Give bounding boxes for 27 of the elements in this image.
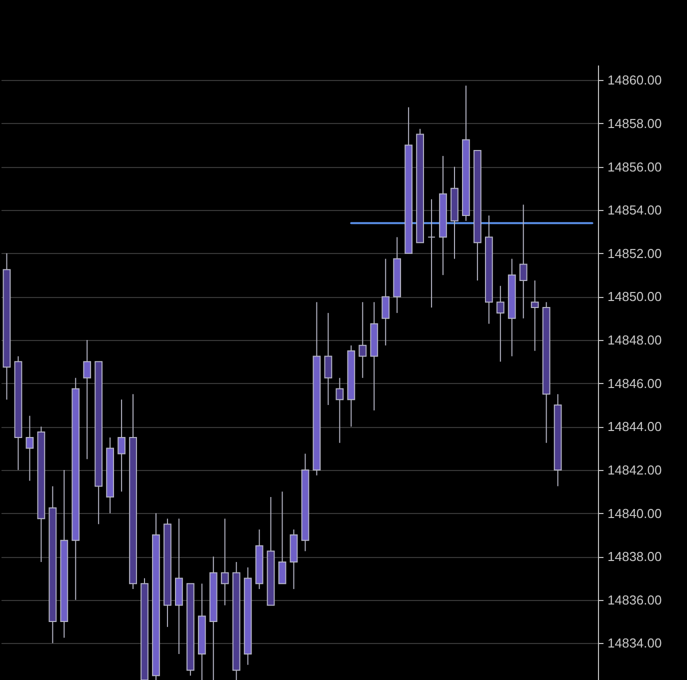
y-tick-label: 14842.00 <box>608 462 662 478</box>
candlestick <box>83 340 92 460</box>
y-tick-label: 14844.00 <box>608 419 662 434</box>
y-tick-label: 14850.00 <box>608 289 662 304</box>
candlestick <box>26 415 34 482</box>
candlestick <box>336 377 344 444</box>
y-tick-label: 14840.00 <box>608 506 662 521</box>
y-tick-label: 14856.00 <box>608 159 662 174</box>
y-tick-label: 14860.00 <box>608 72 662 88</box>
candlestick <box>496 285 504 362</box>
y-tick-label: 14838.00 <box>608 549 662 564</box>
y-tick-label: 14836.00 <box>608 592 662 608</box>
y-tick-label: 14852.00 <box>608 246 662 261</box>
candlestick <box>220 518 229 606</box>
candlestick <box>382 258 390 346</box>
y-tick-label: 14834.00 <box>608 636 662 651</box>
candlestick <box>118 399 126 492</box>
y-tick-label: 14848.00 <box>608 332 662 348</box>
candlestick <box>278 491 286 584</box>
y-tick-label: 14858.00 <box>608 116 662 131</box>
y-tick-label: 14854.00 <box>608 202 662 218</box>
candlestick <box>358 302 367 378</box>
y-tick-label: 14846.00 <box>608 376 662 391</box>
candlestick <box>530 280 539 352</box>
candlestick <box>324 312 332 406</box>
candlestick <box>428 198 436 308</box>
candlestick <box>519 204 528 319</box>
